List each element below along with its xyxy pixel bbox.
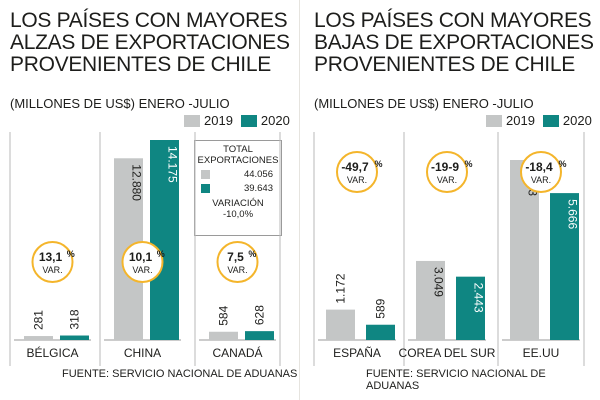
total-exports-box: TOTAL EXPORTACIONES 44.056 39.643 VARIAC… <box>194 140 282 236</box>
total-row-2019: 44.056 <box>201 169 281 180</box>
variation-circle <box>336 151 378 193</box>
category-label: EE.UU <box>523 346 560 360</box>
bar-2020 <box>366 324 395 340</box>
total-variation: VARIACIÓN -10,0% <box>195 198 281 220</box>
bar-2020 <box>550 193 579 340</box>
category-label: ESPAÑA <box>333 346 381 360</box>
total-value-2020: 39.643 <box>243 183 273 194</box>
variation-note: VAR. <box>227 265 247 275</box>
variation-percent: -19-9 <box>431 160 459 174</box>
bar-value-label: 2.443 <box>472 283 486 313</box>
legend-label-2020: 2020 <box>260 113 290 128</box>
bar-value-label: 5.666 <box>566 199 580 229</box>
left-legend: 2019 2020 <box>176 113 290 128</box>
total-exports-header: TOTAL EXPORTACIONES <box>195 144 281 166</box>
total-swatch-2020 <box>201 184 210 193</box>
variation-note: VAR. <box>132 265 152 275</box>
legend-swatch-2019 <box>486 114 502 127</box>
category-label: CHINA <box>124 346 161 360</box>
legend-label-2019: 2019 <box>506 113 535 128</box>
category-label: BÉLGICA <box>26 345 78 360</box>
total-variation-value: -10,0% <box>222 209 254 220</box>
total-row-2020: 39.643 <box>201 183 281 194</box>
variation-circle <box>31 241 74 283</box>
variation-sign: % <box>67 249 75 259</box>
legend-label-2020: 2020 <box>562 113 592 128</box>
right-legend: 2019 2020 <box>478 113 592 128</box>
legend-swatch-2019 <box>184 114 200 127</box>
bar-2020 <box>456 276 485 340</box>
right-source: FUENTE: SERVICIO NACIONAL DE ADUANAS <box>366 368 546 392</box>
variation-note: VAR. <box>42 265 62 275</box>
legend-swatch-2020 <box>240 114 257 127</box>
category-label: COREA DEL SUR <box>399 346 496 360</box>
variation-note: VAR. <box>347 175 367 185</box>
right-title-line-3: PROVENIENTES DE CHILE <box>314 53 575 76</box>
category-label: CANADÁ <box>212 345 262 360</box>
variation-percent: 13,1 <box>39 250 63 264</box>
bar-2019 <box>416 260 445 340</box>
variation-sign: % <box>559 159 567 169</box>
left-title-line-2: ALZAS DE EXPORTACIONES <box>10 31 290 54</box>
total-value-2019: 44.056 <box>243 169 273 180</box>
bar-2019 <box>326 309 355 340</box>
variation-circle <box>216 241 259 283</box>
variation-circle <box>121 241 164 283</box>
variation-sign: % <box>248 249 256 259</box>
bar-value-label: 281 <box>32 310 46 330</box>
variation-percent: -18,4 <box>525 160 553 174</box>
legend-swatch-2020 <box>542 114 559 127</box>
variation-circle <box>426 151 468 193</box>
bar-value-label: 3.049 <box>432 267 446 297</box>
variation-note: VAR. <box>437 175 457 185</box>
variation-sign: % <box>157 249 165 259</box>
right-subtitle: (MILLONES DE US$) ENERO -JULIO <box>314 96 534 111</box>
bar-2019 <box>209 331 238 340</box>
bar-value-label: 318 <box>68 309 82 329</box>
total-variation-label: VARIACIÓN <box>212 198 264 209</box>
variation-percent: 7,5 <box>227 250 244 264</box>
total-header-line-2: EXPORTACIONES <box>197 155 279 166</box>
variation-sign: % <box>375 159 383 169</box>
variation-note: VAR. <box>531 175 551 185</box>
bar-value-label: 589 <box>374 298 388 318</box>
left-subtitle: (MILLONES DE US$) ENERO -JULIO <box>10 96 230 111</box>
total-header-line-1: TOTAL <box>223 144 253 155</box>
bar-value-label: 12.880 <box>130 164 144 201</box>
variation-circle <box>520 151 562 193</box>
total-swatch-2019 <box>201 170 210 179</box>
bar-value-label: 628 <box>253 305 267 325</box>
variation-percent: -49,7 <box>341 160 369 174</box>
variation-percent: 10,1 <box>129 250 153 264</box>
right-title: LOS PAÍSES CON MAYORES BAJAS DE EXPORTAC… <box>314 10 594 76</box>
left-title-line-3: PROVENIENTES DE CHILE <box>10 53 271 76</box>
bar-value-label: 14.175 <box>166 146 180 183</box>
bar-value-label: 1.172 <box>334 273 348 303</box>
bar-value-label: 584 <box>217 305 231 325</box>
bar-2020 <box>60 335 89 340</box>
left-title: LOS PAÍSES CON MAYORES ALZAS DE EXPORTAC… <box>10 10 290 76</box>
right-title-line-1: LOS PAÍSES CON MAYORES <box>314 9 592 32</box>
bar-2019 <box>24 336 53 340</box>
right-title-line-2: BAJAS DE EXPORTACIONES <box>314 31 594 54</box>
variation-sign: % <box>465 159 473 169</box>
bar-2020 <box>245 331 274 340</box>
legend-label-2019: 2019 <box>204 113 233 128</box>
left-title-line-1: LOS PAÍSES CON MAYORES <box>10 9 288 32</box>
bar-2020 <box>150 140 179 340</box>
left-source: FUENTE: SERVICIO NACIONAL DE ADUANAS <box>62 368 298 380</box>
